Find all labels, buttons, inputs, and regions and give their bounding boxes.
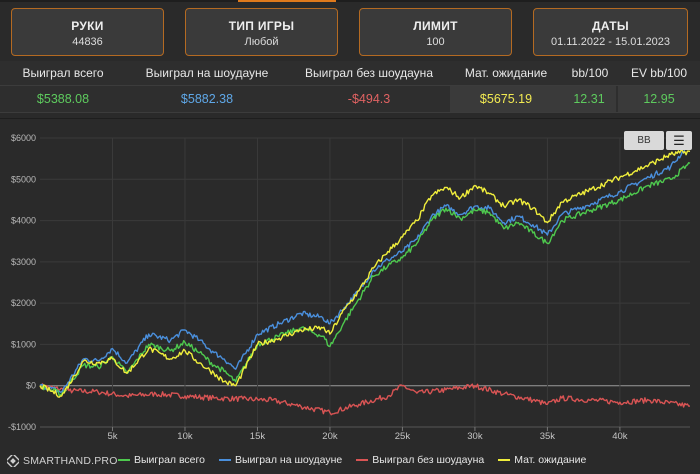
legend-label: Мат. ожидание bbox=[514, 454, 587, 466]
filter-game-type[interactable]: ТИП ИГРЫ Любой bbox=[185, 8, 338, 56]
legend-swatch bbox=[218, 459, 231, 461]
header-ev: Мат. ожидание bbox=[464, 66, 548, 80]
header-won-total: Выиграл всего bbox=[22, 66, 104, 80]
filter-game-type-label: ТИП ИГРЫ bbox=[228, 19, 295, 33]
brand-watermark: SMARTHAND.PRO bbox=[7, 453, 118, 469]
value-won-showdown: $5882.38 bbox=[180, 92, 234, 106]
filter-hands-label: РУКИ bbox=[71, 19, 104, 33]
y-tick-label: $6000 bbox=[11, 133, 36, 143]
value-ev: $5675.19 bbox=[450, 86, 562, 112]
legend-label: Выиграл на шоудауне bbox=[234, 454, 343, 466]
brand-name: SMARTHAND.PRO bbox=[23, 455, 118, 467]
x-tick-label: 30k bbox=[467, 431, 483, 442]
bb-toggle-button[interactable]: BB bbox=[624, 131, 664, 150]
x-tick-label: 35k bbox=[540, 431, 556, 442]
filter-dates-value: 01.11.2022 - 15.01.2023 bbox=[550, 36, 671, 48]
value-ev-bb100: 12.95 bbox=[618, 86, 700, 112]
value-won-total: $5388.08 bbox=[36, 92, 90, 106]
series-line-0 bbox=[39, 162, 691, 397]
x-tick-label: 15k bbox=[250, 431, 266, 442]
header-won-showdown: Выиграл на шоудауне bbox=[145, 66, 269, 80]
y-tick-label: $2000 bbox=[11, 298, 36, 308]
stats-header-row: Выиграл всего Выиграл на шоудауне Выигра… bbox=[0, 61, 700, 86]
chart-series bbox=[39, 141, 691, 416]
x-tick-label: 40k bbox=[612, 431, 628, 442]
legend-item-3[interactable]: Мат. ожидание bbox=[498, 454, 586, 466]
y-tick-label: $1000 bbox=[11, 339, 36, 349]
y-tick-label: -$1000 bbox=[8, 422, 36, 432]
y-tick-label: $4000 bbox=[11, 216, 36, 226]
chart-legend: Выиграл всего Выиграл на шоудауне Выиграл … bbox=[118, 452, 600, 468]
top-bar bbox=[0, 0, 700, 2]
header-bb100: bb/100 bbox=[571, 66, 609, 80]
value-won-no-showdown: -$494.3 bbox=[347, 92, 391, 106]
legend-label: Выиграл без шоудауна bbox=[372, 454, 485, 466]
menu-icon[interactable]: ☰ bbox=[666, 131, 692, 150]
series-line-3 bbox=[39, 149, 691, 398]
y-axis-ticks: -$1000 $0 $1000 $2000 $3000 $4000 $5000 $6000 bbox=[8, 133, 36, 432]
header-ev-bb100: EV bb/100 bbox=[630, 66, 688, 80]
filter-limit-label: ЛИМИТ bbox=[413, 19, 458, 33]
series-line-1 bbox=[39, 141, 691, 393]
legend-label: Выиграл всего bbox=[134, 454, 205, 466]
y-tick-label: $0 bbox=[26, 381, 36, 391]
active-tab-indicator bbox=[238, 0, 336, 2]
legend-item-2[interactable]: Выиграл без шоудауна bbox=[356, 454, 484, 466]
legend-swatch bbox=[356, 459, 369, 461]
legend-item-1[interactable]: Выиграл на шоудауне bbox=[218, 454, 343, 466]
x-tick-label: 25k bbox=[395, 431, 411, 442]
filter-dates[interactable]: ДАТЫ 01.11.2022 - 15.01.2023 bbox=[533, 8, 688, 56]
section-divider bbox=[0, 118, 700, 119]
series-line-2 bbox=[39, 383, 690, 416]
filter-hands[interactable]: РУКИ 44836 bbox=[11, 8, 164, 56]
brand-logo-icon bbox=[7, 455, 19, 467]
x-axis-ticks: 5k 10k 15k 20k 25k 30k 35k 40k bbox=[107, 427, 628, 442]
filter-limit-value: 100 bbox=[426, 36, 445, 48]
filters-bar: РУКИ 44836 ТИП ИГРЫ Любой ЛИМИТ 100 ДАТЫ… bbox=[0, 6, 700, 60]
legend-swatch bbox=[118, 459, 130, 461]
x-tick-label: 5k bbox=[107, 431, 117, 442]
legend-swatch bbox=[498, 459, 511, 461]
x-tick-label: 20k bbox=[322, 431, 338, 442]
value-bb100: 12.31 bbox=[562, 86, 616, 112]
filter-game-type-value: Любой bbox=[244, 36, 279, 48]
header-won-no-showdown: Выиграл без шоудауна bbox=[305, 66, 433, 80]
stats-values-row: $5388.08 $5882.38 -$494.3 $5675.19 12.31… bbox=[0, 86, 700, 113]
winnings-chart: -$1000 $0 $1000 $2000 $3000 $4000 $5000 $6000 5… bbox=[8, 133, 691, 442]
y-tick-label: $3000 bbox=[11, 257, 36, 267]
legend-item-0[interactable]: Выиграл всего bbox=[118, 454, 205, 466]
filter-hands-value: 44836 bbox=[72, 36, 103, 48]
x-tick-label: 10k bbox=[177, 431, 193, 442]
y-tick-label: $5000 bbox=[11, 174, 36, 184]
filter-limit[interactable]: ЛИМИТ 100 bbox=[359, 8, 512, 56]
filter-dates-label: ДАТЫ bbox=[592, 19, 629, 33]
chart-grid bbox=[40, 137, 690, 428]
stats-table: Выиграл всего Выиграл на шоудауне Выигра… bbox=[0, 61, 700, 113]
